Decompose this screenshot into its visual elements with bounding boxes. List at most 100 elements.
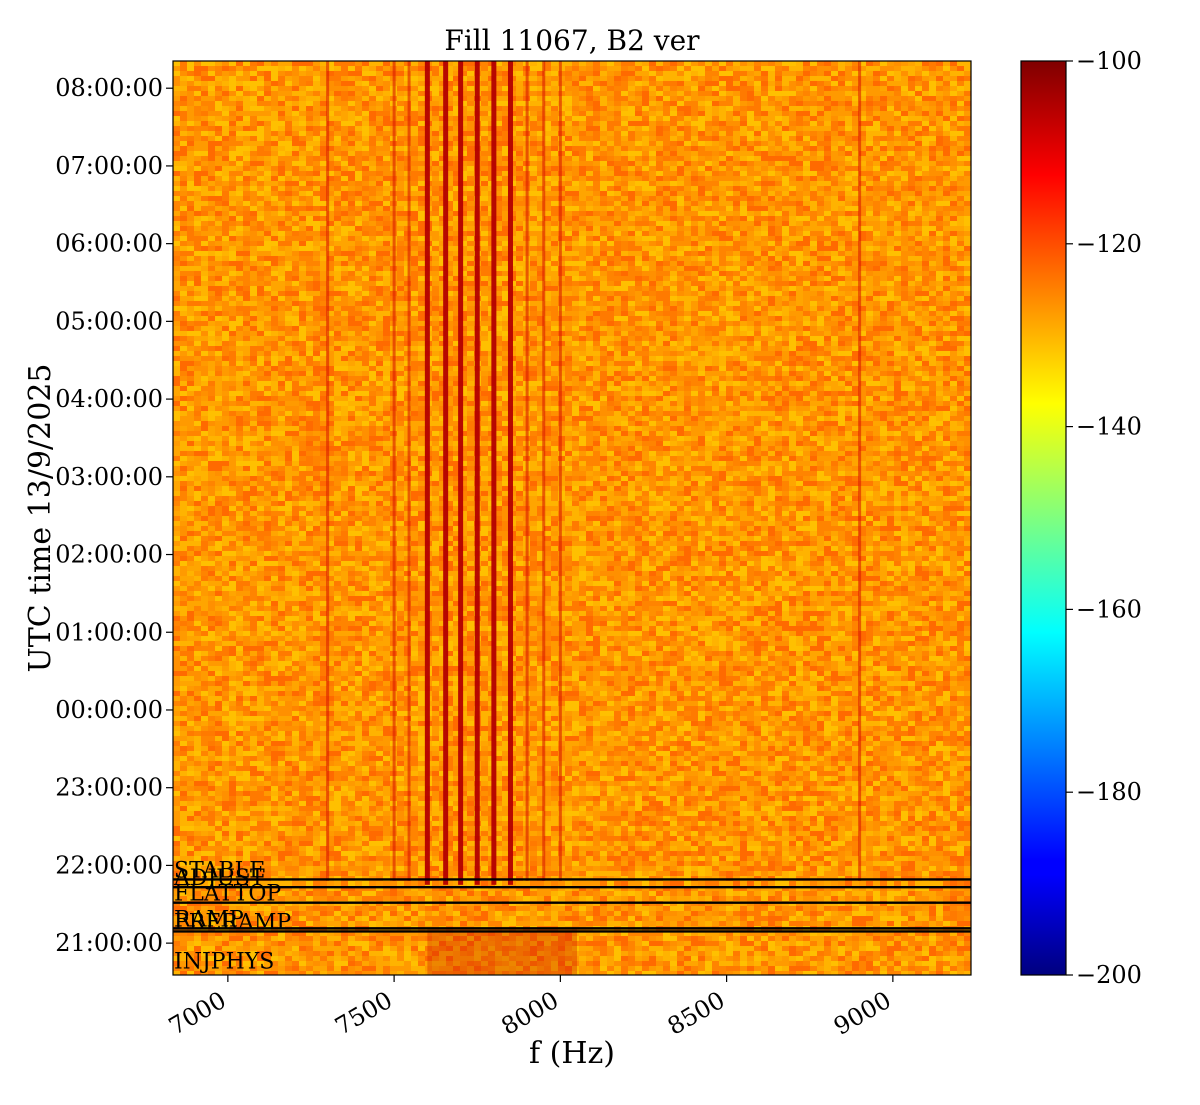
noise-cell [222, 221, 229, 226]
noise-cell [691, 111, 698, 116]
noise-cell [712, 236, 719, 241]
noise-cell [369, 171, 376, 176]
noise-cell [376, 116, 383, 121]
noise-cell [320, 86, 327, 91]
noise-cell [348, 96, 355, 101]
noise-cell [887, 246, 894, 251]
noise-cell [733, 141, 740, 146]
noise-cell [285, 221, 292, 226]
noise-cell [663, 126, 670, 131]
noise-cell [901, 156, 908, 161]
noise-cell [747, 126, 754, 131]
noise-cell [201, 66, 208, 71]
noise-cell [922, 266, 929, 271]
noise-cell [572, 71, 579, 76]
noise-cell [950, 181, 957, 186]
noise-cell [908, 106, 915, 111]
noise-cell [866, 66, 873, 71]
noise-cell [341, 171, 348, 176]
noise-cell [782, 131, 789, 136]
noise-cell [187, 116, 194, 121]
noise-cell [852, 196, 859, 201]
noise-cell [222, 256, 229, 261]
noise-cell [348, 241, 355, 246]
noise-cell [397, 196, 404, 201]
noise-cell [922, 221, 929, 226]
noise-cell [712, 196, 719, 201]
noise-cell [355, 206, 362, 211]
noise-cell [929, 66, 936, 71]
noise-cell [775, 71, 782, 76]
noise-cell [418, 166, 425, 171]
noise-cell [915, 206, 922, 211]
noise-cell [292, 226, 299, 231]
noise-cell [866, 161, 873, 166]
noise-cell [901, 81, 908, 86]
noise-cell [572, 271, 579, 276]
noise-cell [355, 271, 362, 276]
noise-cell [894, 81, 901, 86]
noise-cell [516, 156, 523, 161]
noise-cell [915, 126, 922, 131]
noise-cell [810, 121, 817, 126]
noise-cell [285, 151, 292, 156]
noise-cell [754, 61, 761, 66]
noise-cell [467, 141, 474, 146]
noise-cell [712, 201, 719, 206]
noise-cell [187, 241, 194, 246]
noise-cell [292, 61, 299, 66]
noise-cell [908, 126, 915, 131]
noise-cell [348, 206, 355, 211]
noise-cell [838, 91, 845, 96]
noise-cell [201, 246, 208, 251]
noise-cell [677, 151, 684, 156]
noise-cell [607, 256, 614, 261]
noise-cell [551, 151, 558, 156]
noise-cell [348, 171, 355, 176]
noise-cell [873, 151, 880, 156]
noise-cell [215, 91, 222, 96]
noise-cell [320, 181, 327, 186]
noise-cell [845, 111, 852, 116]
noise-cell [761, 61, 768, 66]
noise-cell [593, 86, 600, 91]
noise-cell [397, 121, 404, 126]
noise-cell [418, 86, 425, 91]
noise-cell [467, 156, 474, 161]
noise-cell [747, 261, 754, 266]
noise-cell [796, 86, 803, 91]
noise-cell [957, 246, 964, 251]
noise-cell [761, 116, 768, 121]
noise-cell [201, 61, 208, 66]
noise-cell [313, 231, 320, 236]
noise-cell [250, 201, 257, 206]
noise-cell [334, 106, 341, 111]
noise-cell [376, 101, 383, 106]
noise-cell [369, 151, 376, 156]
noise-cell [768, 236, 775, 241]
noise-cell [551, 156, 558, 161]
noise-cell [341, 76, 348, 81]
noise-cell [306, 251, 313, 256]
noise-cell [950, 196, 957, 201]
noise-cell [551, 271, 558, 276]
noise-cell [894, 191, 901, 196]
noise-cell [964, 156, 971, 161]
noise-cell [803, 66, 810, 71]
noise-cell [922, 256, 929, 261]
noise-cell [355, 76, 362, 81]
noise-cell [243, 141, 250, 146]
noise-cell [593, 66, 600, 71]
noise-cell [432, 146, 439, 151]
noise-cell [236, 236, 243, 241]
noise-cell [285, 201, 292, 206]
noise-cell [236, 91, 243, 96]
noise-cell [880, 171, 887, 176]
noise-cell [250, 151, 257, 156]
noise-cell [901, 76, 908, 81]
noise-cell [670, 161, 677, 166]
noise-cell [173, 251, 180, 256]
noise-cell [467, 211, 474, 216]
noise-cell [894, 116, 901, 121]
noise-cell [824, 66, 831, 71]
